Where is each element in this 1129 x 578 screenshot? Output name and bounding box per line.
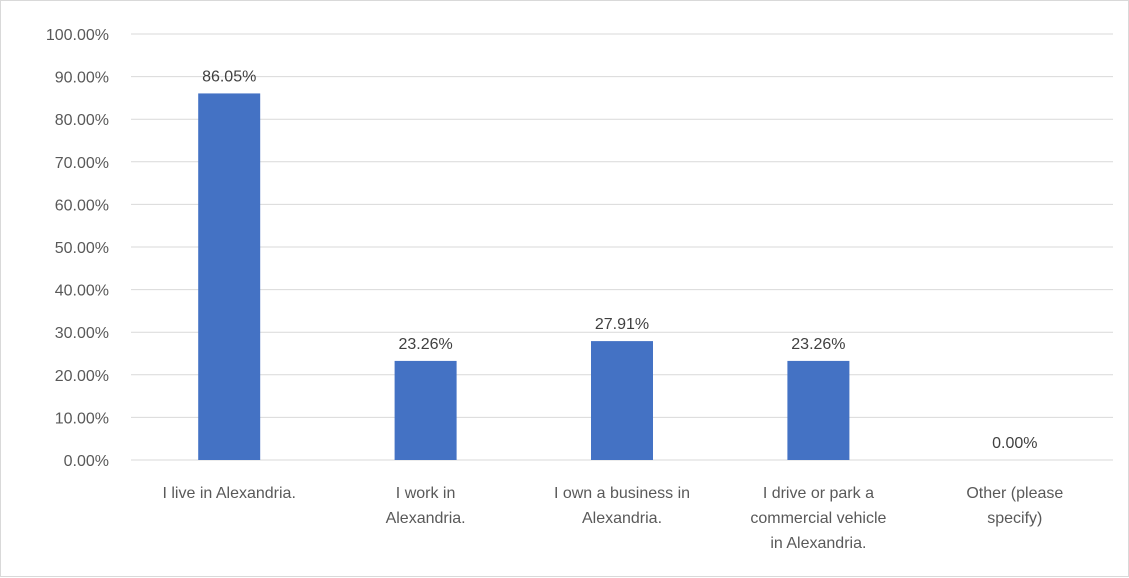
- category-labels: I live in Alexandria. I work in Alexandria…: [162, 485, 1063, 552]
- data-label: 23.26%: [791, 336, 845, 353]
- data-label: 27.91%: [595, 316, 649, 333]
- y-tick-label: 90.00%: [55, 70, 109, 87]
- bar: [394, 360, 457, 460]
- y-tick-label: 40.00%: [55, 283, 109, 300]
- y-tick-label: 10.00%: [55, 410, 109, 427]
- bars: [198, 93, 850, 460]
- bar: [787, 360, 850, 460]
- category-label: I drive or park a commercial vehicle in Al…: [750, 485, 886, 552]
- category-label-line: Other (please: [966, 485, 1063, 502]
- bar: [198, 93, 261, 460]
- category-label: Other (please specify): [966, 485, 1063, 527]
- bar: [591, 341, 653, 460]
- category-label-line: Alexandria.: [386, 510, 466, 527]
- y-tick-label: 20.00%: [55, 368, 109, 385]
- category-label-line: I live in Alexandria.: [162, 485, 295, 502]
- category-label-line: I work in: [396, 485, 456, 502]
- category-label-line: I drive or park a: [763, 485, 874, 502]
- category-label: I live in Alexandria.: [162, 485, 295, 502]
- y-tick-label: 60.00%: [55, 197, 109, 214]
- category-label: I work in Alexandria.: [386, 485, 466, 527]
- y-tick-label: 70.00%: [55, 155, 109, 172]
- category-label-line: in Alexandria.: [770, 535, 866, 552]
- data-label: 86.05%: [202, 68, 256, 85]
- category-label-line: Alexandria.: [582, 510, 662, 527]
- y-tick-label: 30.00%: [55, 325, 109, 342]
- gridlines: [131, 33, 1113, 461]
- data-label: 23.26%: [398, 336, 452, 353]
- category-label-line: commercial vehicle: [750, 510, 886, 527]
- category-label-line: specify): [987, 510, 1042, 527]
- y-tick-label: 0.00%: [64, 453, 109, 470]
- category-label-line: I own a business in: [554, 485, 690, 502]
- y-tick-label: 50.00%: [55, 240, 109, 257]
- data-labels: 86.05% 23.26% 27.91% 23.26% 0.00%: [202, 68, 1037, 452]
- category-label: I own a business in Alexandria.: [554, 485, 690, 527]
- y-tick-label: 100.00%: [46, 27, 109, 44]
- y-axis-ticks: 0.00% 10.00% 20.00% 30.00% 40.00% 50.00% 60.00…: [46, 27, 109, 470]
- data-label: 0.00%: [992, 435, 1037, 452]
- y-tick-label: 80.00%: [55, 112, 109, 129]
